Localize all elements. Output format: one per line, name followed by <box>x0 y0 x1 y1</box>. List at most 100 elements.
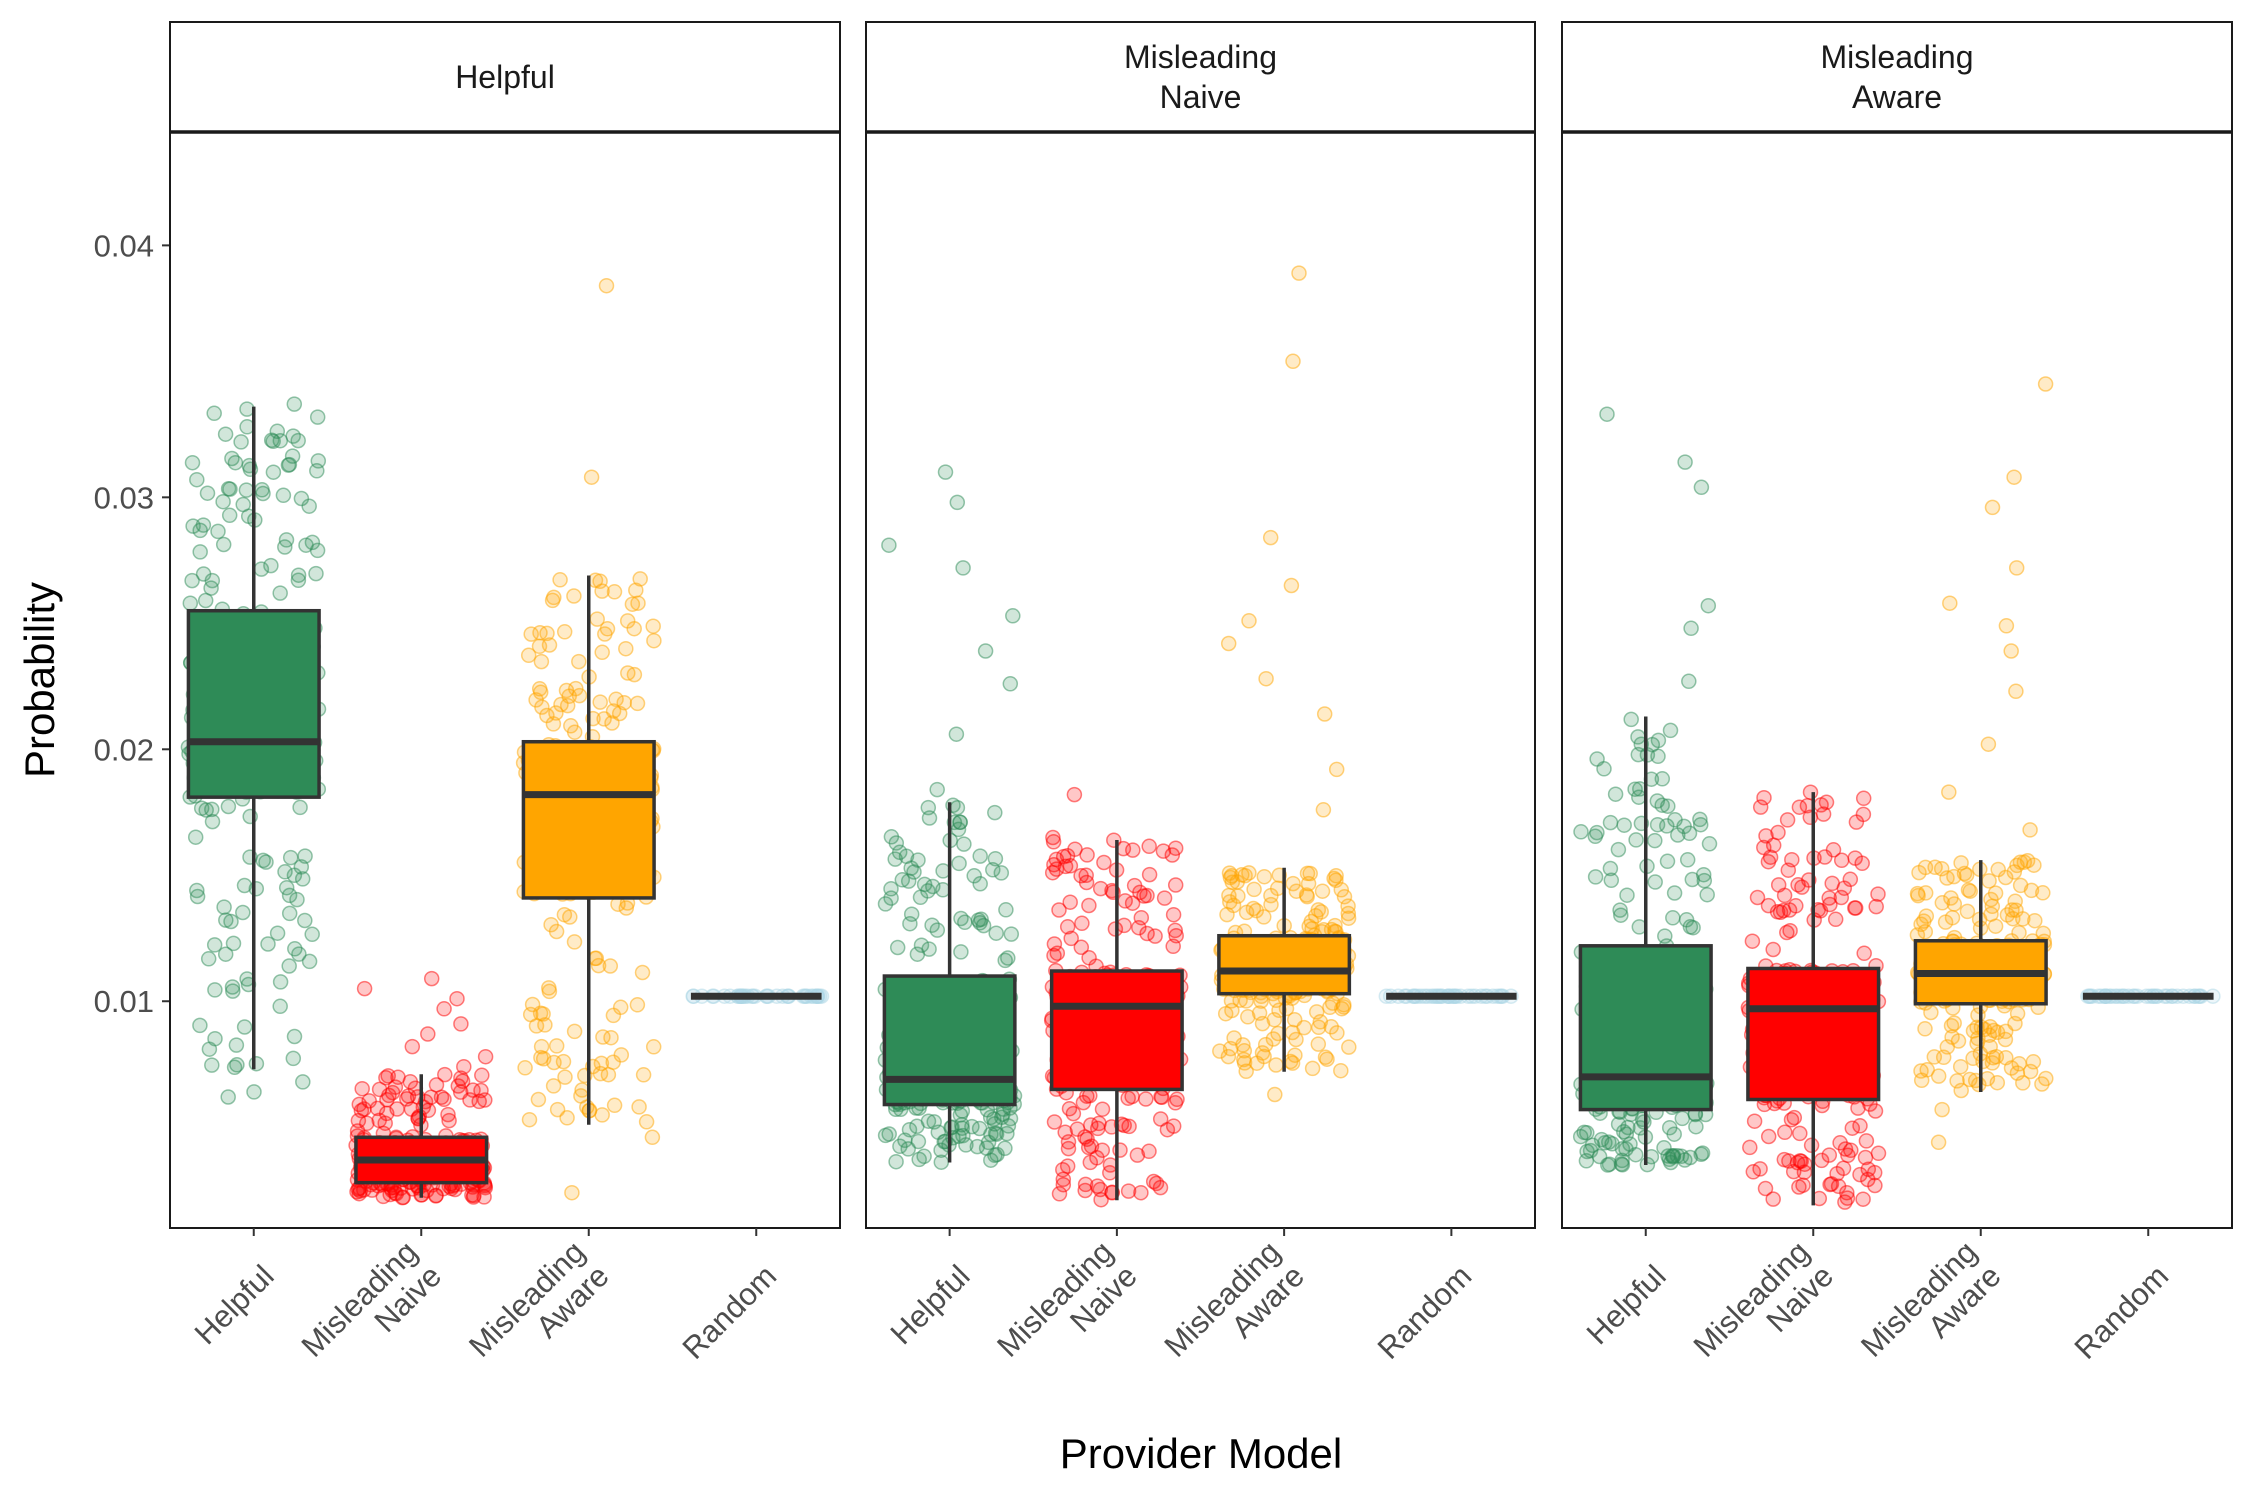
data-point <box>1746 1113 1763 1129</box>
data-point <box>1987 885 2004 901</box>
data-point <box>1856 945 1872 962</box>
x-tick-label: Helpful <box>1580 1258 1673 1351</box>
data-point <box>1783 1111 1800 1128</box>
data-point <box>953 910 969 927</box>
data-point <box>953 944 969 960</box>
data-point <box>1663 1154 1679 1171</box>
data-point <box>1167 877 1184 893</box>
data-point <box>184 454 201 471</box>
data-point <box>1613 907 1629 923</box>
box-helpful <box>882 974 1017 1107</box>
data-point <box>224 450 240 467</box>
data-point <box>1997 1031 2014 1048</box>
data-point <box>1063 930 1079 947</box>
data-point <box>1602 814 1619 831</box>
data-point <box>606 584 623 600</box>
data-point <box>433 1089 450 1105</box>
data-point <box>1654 771 1671 787</box>
x-tick-label: MisleadingNaive <box>990 1234 1144 1388</box>
data-point <box>187 829 204 845</box>
x-tick-label: MisleadingNaive <box>295 1234 449 1388</box>
data-point <box>1870 886 1886 902</box>
data-point <box>955 560 971 576</box>
data-point <box>1910 887 1926 904</box>
data-point <box>1258 670 1274 687</box>
data-point <box>618 900 635 916</box>
data-point <box>2035 885 2051 901</box>
data-point <box>1837 1194 1853 1210</box>
data-point <box>220 798 237 815</box>
data-point <box>1241 613 1257 629</box>
data-point <box>441 1112 457 1129</box>
data-point <box>1765 1191 1781 1207</box>
data-point <box>377 1115 393 1131</box>
data-point <box>1616 817 1632 833</box>
data-point <box>428 1188 444 1204</box>
data-point <box>1692 811 1708 828</box>
data-point <box>635 1067 652 1083</box>
data-point <box>2003 643 2019 659</box>
x-tick-label: Random <box>676 1258 784 1366</box>
data-point <box>937 464 954 480</box>
data-point <box>285 1050 302 1067</box>
data-point <box>220 1089 236 1105</box>
data-point <box>1284 1055 1301 1071</box>
data-point <box>1245 900 1262 917</box>
data-point <box>645 618 661 634</box>
data-point <box>1858 1133 1875 1149</box>
data-point <box>297 912 313 929</box>
data-point <box>1659 853 1676 870</box>
data-point <box>1917 859 1934 876</box>
panel-border <box>169 131 841 1229</box>
data-point <box>1340 905 1357 922</box>
data-point <box>184 572 200 589</box>
data-point <box>420 1102 437 1119</box>
data-point <box>272 585 288 601</box>
data-point <box>1220 1048 1237 1065</box>
data-point <box>258 854 274 870</box>
data-point <box>985 862 1001 878</box>
data-point <box>1939 870 1955 886</box>
data-point <box>1647 874 1663 890</box>
x-tick-label: MisleadingAware <box>1157 1234 1311 1388</box>
data-point <box>539 625 555 642</box>
data-point <box>2008 560 2025 576</box>
data-point <box>612 999 629 1016</box>
data-point <box>239 401 255 417</box>
data-point <box>1999 907 2016 923</box>
data-point <box>1329 1025 1345 1041</box>
data-point <box>1073 939 1090 956</box>
data-point <box>1627 781 1643 797</box>
data-point <box>1935 1049 1952 1066</box>
data-point <box>192 522 208 539</box>
data-point <box>1946 896 1963 912</box>
data-point <box>216 899 232 915</box>
data-point <box>1132 884 1148 901</box>
data-point <box>557 1069 573 1085</box>
data-point <box>1120 1090 1136 1106</box>
box-aware <box>1217 933 1352 996</box>
data-point <box>206 405 222 422</box>
data-point <box>1662 722 1679 739</box>
data-point <box>1046 1114 1063 1130</box>
facet-strip <box>865 21 1536 133</box>
data-point <box>1333 1062 1349 1079</box>
data-point <box>973 911 989 928</box>
data-point <box>1692 816 1709 833</box>
data-point <box>566 724 583 740</box>
data-point <box>1832 1135 1848 1151</box>
data-point <box>1057 858 1074 875</box>
data-point <box>225 935 242 952</box>
data-point <box>969 1138 986 1155</box>
data-point <box>1965 1050 1981 1067</box>
data-point <box>204 1057 220 1073</box>
data-point <box>1291 265 1307 281</box>
data-point <box>1623 711 1639 728</box>
data-point <box>594 1107 610 1123</box>
data-point <box>204 801 220 818</box>
data-point <box>189 888 206 905</box>
data-point <box>1944 909 1961 926</box>
data-point <box>888 835 905 851</box>
box-helpful <box>186 608 321 799</box>
data-point <box>1776 1151 1793 1168</box>
